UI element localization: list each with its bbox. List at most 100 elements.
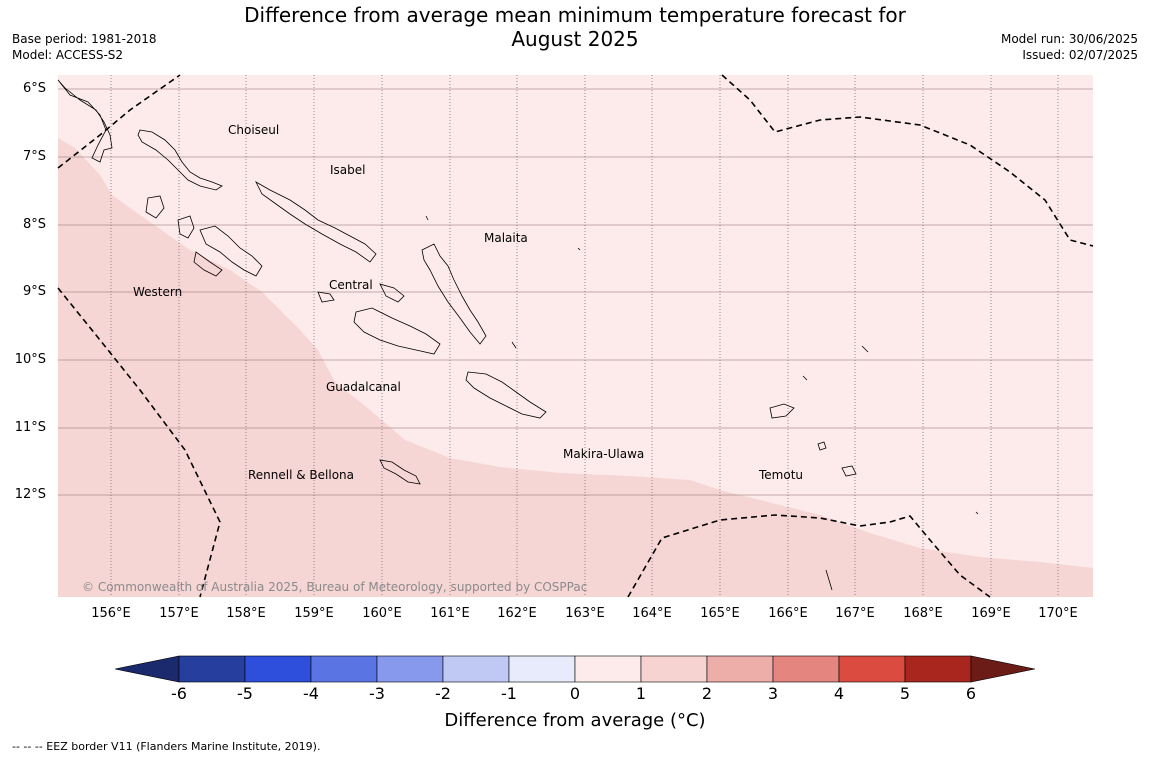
guadalcanal-coast [353, 307, 441, 355]
florida-islands-coast [379, 283, 405, 303]
region-label-central: Central [329, 278, 373, 292]
small-island-4 [802, 375, 808, 381]
colorbar-tick-label: -5 [237, 684, 253, 703]
bougainville-coast [57, 79, 113, 163]
colorbar-segment [442, 655, 510, 683]
region-label-rennell-bellona: Rennell & Bellona [248, 468, 355, 482]
lon-label-167e: 167°E [835, 606, 875, 621]
meta-right: Model run: 30/06/2025 Issued: 02/07/2025 [1001, 31, 1138, 63]
colorbar-segment [640, 655, 708, 683]
lon-label-158e: 158°E [226, 606, 266, 621]
colorbar-tick-label: 6 [965, 684, 977, 703]
colorbar-tick-label: -6 [171, 684, 187, 703]
region-label-isabel: Isabel [330, 163, 366, 177]
anomaly-band-1-2 [58, 138, 1093, 597]
small-island-7 [577, 247, 581, 251]
colorbar-tick-label: 5 [899, 684, 911, 703]
colorbar-tick-label: 3 [767, 684, 779, 703]
small-island-2 [511, 341, 517, 349]
colorbar-extend-low [114, 655, 180, 683]
region-label-choiseul: Choiseul [228, 123, 280, 137]
lat-label-8s: 8°S [22, 217, 46, 232]
rennell-coast [379, 459, 421, 485]
model-name: Model: ACCESS-S2 [12, 48, 124, 62]
colorbar [114, 655, 1036, 683]
utupua-coast [817, 441, 827, 451]
colorbar-segment [838, 655, 906, 683]
colorbar-extend-high [970, 655, 1036, 683]
malaita-coast [421, 243, 487, 345]
small-island-6 [975, 511, 979, 515]
colorbar-tick-label: 0 [569, 684, 581, 703]
lon-label-165e: 165°E [700, 606, 740, 621]
russell-islands-coast [317, 291, 335, 303]
lat-label-7s: 7°S [22, 149, 46, 164]
lon-label-156e: 156°E [91, 606, 131, 621]
lon-label-166e: 166°E [768, 606, 808, 621]
small-island-1 [425, 215, 429, 221]
lon-label-170e: 170°E [1038, 606, 1078, 621]
lon-label-161e: 161°E [430, 606, 470, 621]
title-line-1: Difference from average mean minimum tem… [244, 3, 906, 27]
eez-border-northeast [721, 74, 1094, 247]
lon-label-168e: 168°E [903, 606, 943, 621]
meta-left: Base period: 1981-2018 Model: ACCESS-S2 [12, 31, 157, 63]
colorbar-segment [574, 655, 642, 683]
small-island-5 [825, 569, 833, 591]
lon-label-169e: 169°E [971, 606, 1011, 621]
colorbar-tick-label: -4 [303, 684, 319, 703]
colorbar-tick-label: -1 [501, 684, 517, 703]
santa-cruz-coast [769, 403, 795, 419]
lon-label-159e: 159°E [294, 606, 334, 621]
colorbar-tick-label: 1 [635, 684, 647, 703]
colorbar-segment [904, 655, 972, 683]
colorbar-segment [310, 655, 378, 683]
colorbar-segment [772, 655, 840, 683]
colorbar-segment [244, 655, 312, 683]
region-label-western: Western [133, 285, 183, 299]
lat-label-12s: 12°S [14, 487, 46, 502]
lon-label-163e: 163°E [565, 606, 605, 621]
colorbar-tick-label: 2 [701, 684, 713, 703]
small-island-3 [861, 345, 869, 353]
colorbar-tick-label: -2 [435, 684, 451, 703]
eez-border-north [57, 74, 181, 169]
colorbar-segment [376, 655, 444, 683]
region-label-malaita: Malaita [484, 231, 528, 245]
lon-label-162e: 162°E [497, 606, 537, 621]
lat-label-6s: 6°S [22, 81, 46, 96]
vanikoro-coast [841, 465, 857, 477]
eez-border-west [57, 287, 221, 598]
region-label-makira-ulawa: Makira-Ulawa [563, 447, 645, 461]
colorbar-segment [706, 655, 774, 683]
makira-coast [465, 371, 547, 419]
copyright-notice: © Commonwealth of Australia 2025, Bureau… [82, 580, 588, 594]
region-label-guadalcanal: Guadalcanal [326, 380, 401, 394]
eez-borders [57, 74, 1094, 598]
lat-label-10s: 10°S [14, 352, 46, 367]
colorbar-segment [178, 655, 246, 683]
base-period: Base period: 1981-2018 [12, 32, 157, 46]
isabel-coast [255, 180, 377, 263]
region-label-temotu: Temotu [759, 468, 804, 482]
colorbar-tick-label: -3 [369, 684, 385, 703]
issued-date: Issued: 02/07/2025 [1022, 48, 1138, 62]
colorbar-tick-label: 4 [833, 684, 845, 703]
choiseul-coast [137, 129, 223, 191]
island-coastlines [57, 79, 979, 591]
title-line-2: August 2025 [511, 27, 639, 51]
vella-lavella-coast [145, 195, 165, 219]
lat-label-11s: 11°S [14, 420, 46, 435]
model-run: Model run: 30/06/2025 [1000, 32, 1138, 46]
lat-label-9s: 9°S [22, 284, 46, 299]
eez-footnote: -- -- -- EEZ border V11 (Flanders Marine… [12, 740, 321, 753]
colorbar-label: Difference from average (°C) [444, 710, 706, 731]
lon-label-157e: 157°E [159, 606, 199, 621]
lon-label-160e: 160°E [362, 606, 402, 621]
map-grid [58, 88, 1093, 496]
new-georgia-coast [177, 215, 263, 277]
map-meridians [110, 75, 1059, 597]
colorbar-segment [508, 655, 576, 683]
lon-label-164e: 164°E [632, 606, 672, 621]
